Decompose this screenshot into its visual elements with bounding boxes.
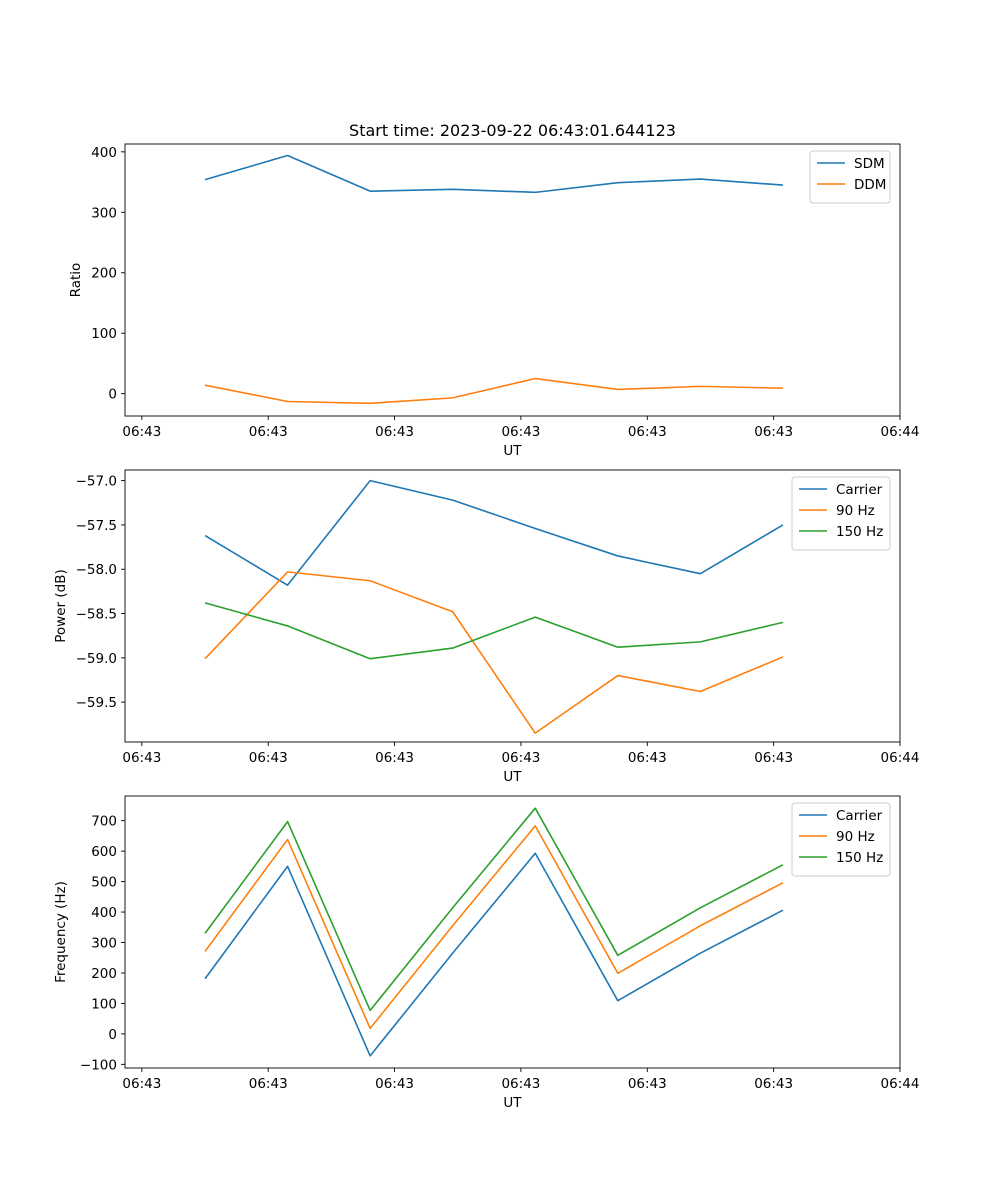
series-line-150-hz [204,602,784,660]
legend-label: 90 Hz [836,503,875,519]
series-line-90-hz [204,571,784,734]
series-line-sdm [204,154,783,194]
series-line-90-hz [204,825,784,1030]
legend: Carrier 90 Hz 150 Hz [791,802,891,877]
x-tick-label: 06:43 [122,424,161,440]
y-tick-label: −58.5 [76,607,117,623]
y-tick-label: 0 [108,387,117,403]
series-line-carrier [204,479,784,586]
x-tick-label: 06:43 [628,750,667,766]
y-tick-label: 400 [91,905,117,921]
y-tick-label: −57.0 [76,474,117,490]
x-tick-label: 06:43 [628,424,667,440]
x-tick-label: 06:43 [122,750,161,766]
y-axis-label: Power (dB) [53,569,69,642]
x-tick-label: 06:43 [754,1076,793,1092]
y-tick-label: 100 [91,326,117,342]
axes-frame [124,469,901,743]
y-tick-label: −59.0 [76,651,117,667]
chart-panel-2: 06:43 06:43 06:43 06:43 06:43 06:43 06:44 −59.5… [53,469,920,785]
chart-title: Start time: 2023-09-22 06:43:01.644123 [349,121,676,140]
x-axis-label: UT [503,769,522,785]
series-line-carrier [204,852,784,1057]
legend-label: Carrier [836,808,883,824]
y-axis-label: Ratio [68,263,84,298]
legend-label: 150 Hz [836,850,883,866]
x-tick-label: 06:43 [122,1076,161,1092]
x-tick-label: 06:43 [501,1076,540,1092]
y-tick-label: 200 [91,966,117,982]
chart-panel-3: 06:43 06:43 06:43 06:43 06:43 06:43 06:44 −100 0… [53,795,920,1111]
legend: SDM DDM [809,150,891,204]
legend-box [809,150,891,204]
legend-label: SDM [854,156,885,172]
x-tick-label: 06:43 [375,750,414,766]
legend: Carrier 90 Hz 150 Hz [791,476,891,551]
x-tick-label: 06:43 [249,424,288,440]
y-tick-label: 400 [91,145,117,161]
series-line-ddm [204,377,783,405]
x-tick-label: 06:43 [754,750,793,766]
legend-label: 90 Hz [836,829,875,845]
x-tick-label: 06:44 [881,424,920,440]
legend-label: Carrier [836,482,883,498]
y-tick-label: −59.5 [76,695,117,711]
y-tick-label: −58.0 [76,562,117,578]
y-tick-label: 500 [91,875,117,891]
x-tick-label: 06:43 [754,424,793,440]
x-tick-label: 06:43 [501,750,540,766]
y-tick-label: 700 [91,814,117,830]
axes-frame [124,143,901,417]
x-axis-label: UT [503,443,522,459]
series-line-150-hz [204,807,784,1012]
y-tick-label: 200 [91,266,117,282]
y-tick-label: 300 [91,205,117,221]
axes-frame [124,795,901,1069]
y-axis-label: Frequency (Hz) [53,881,69,983]
chart-panel-1: Start time: 2023-09-22 06:43:01.644123 06… [68,121,919,459]
y-tick-label: 100 [91,996,117,1012]
y-tick-label: 600 [91,844,117,860]
legend-label: 150 Hz [836,524,883,540]
legend-label: DDM [854,177,886,193]
x-tick-label: 06:43 [375,424,414,440]
x-tick-label: 06:44 [881,1076,920,1092]
x-tick-label: 06:43 [628,1076,667,1092]
y-tick-label: −100 [80,1057,117,1073]
y-tick-label: 300 [91,936,117,952]
y-tick-label: −57.5 [76,518,117,534]
x-tick-label: 06:44 [881,750,920,766]
x-tick-label: 06:43 [249,750,288,766]
y-tick-label: 0 [108,1027,117,1043]
x-tick-label: 06:43 [375,1076,414,1092]
x-tick-label: 06:43 [501,424,540,440]
x-tick-label: 06:43 [249,1076,288,1092]
x-axis-label: UT [503,1095,522,1111]
